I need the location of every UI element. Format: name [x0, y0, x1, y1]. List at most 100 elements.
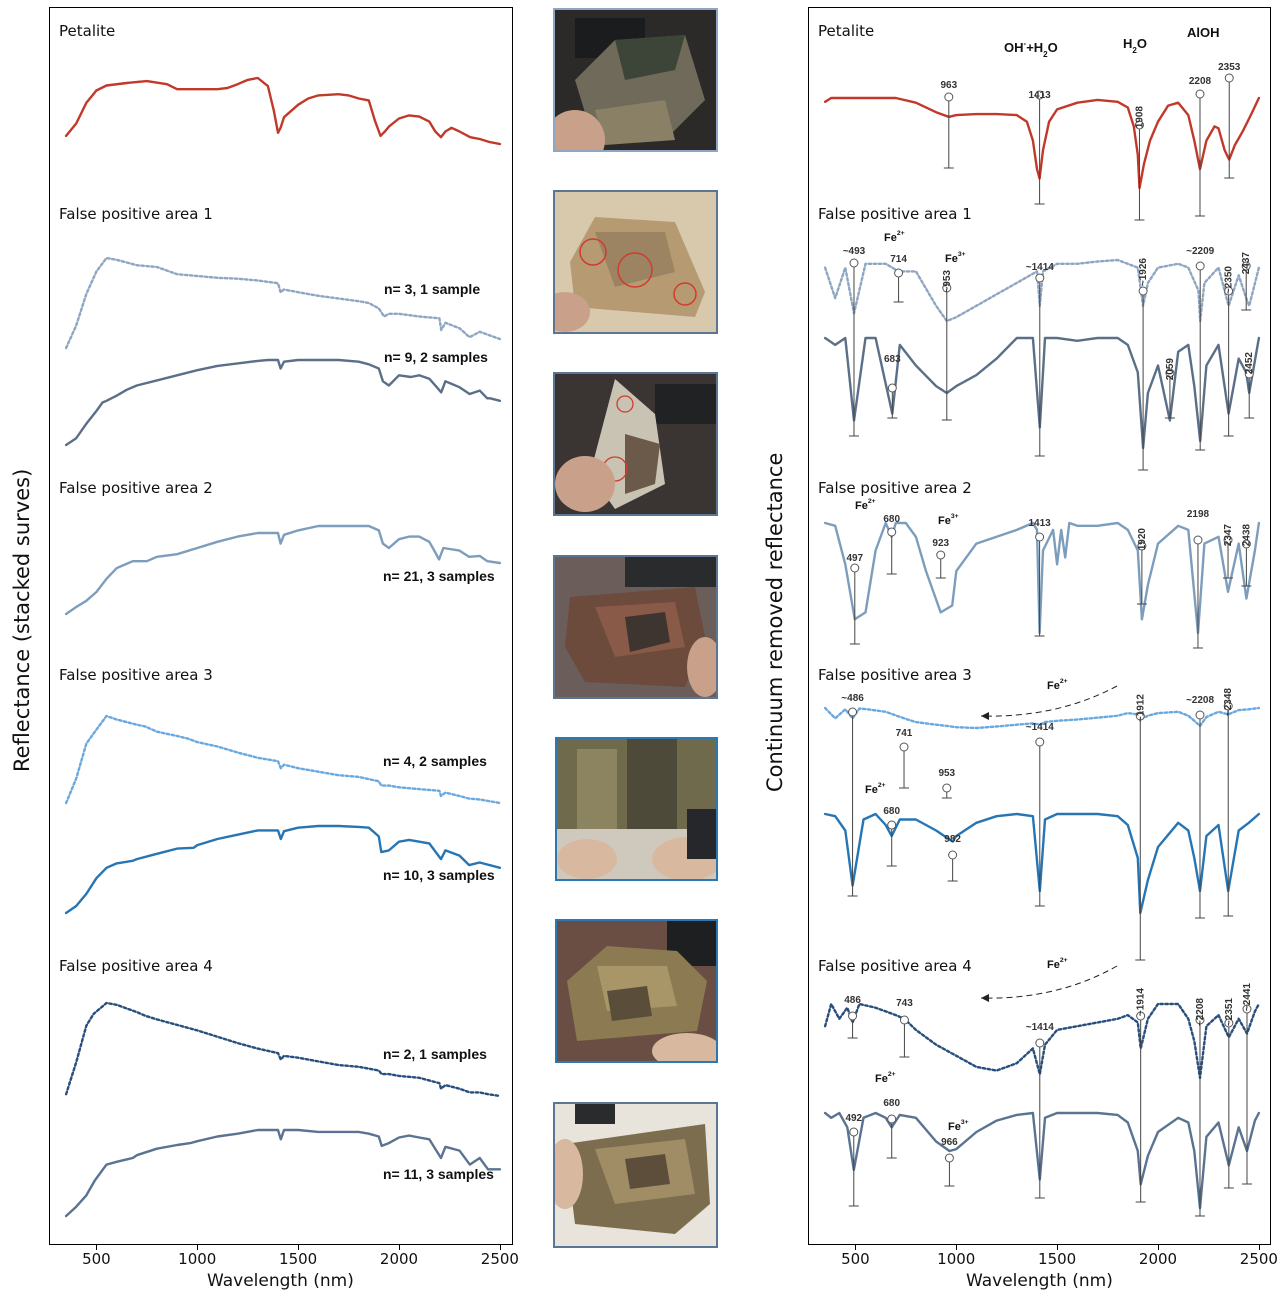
marker-circle [1195, 261, 1205, 271]
marker-label: 966 [941, 1137, 958, 1148]
fpa4-photo-a [555, 919, 718, 1063]
marker-label: ~2350 [1224, 266, 1235, 295]
marker-label: 497 [846, 553, 863, 564]
marker-circle [936, 550, 946, 560]
marker-label: ~2351 [1224, 998, 1235, 1027]
marker-false-positive-area-1-1414: ~1414 [1026, 262, 1054, 457]
left-series-false-positive-area-3-5 [64, 824, 502, 915]
ion-label-fe2-6: Fe2+ [1047, 957, 1068, 971]
right-title-fpa1: False positive area 1 [818, 205, 972, 223]
marker-circle [1135, 711, 1145, 721]
marker-petalite-1413: 1413 [1028, 90, 1051, 205]
marker-circle [942, 283, 952, 293]
marker-label: ~1414 [1026, 1022, 1055, 1033]
left-series-false-positive-area-3-4 [64, 714, 502, 805]
right-series-petalite-0 [823, 96, 1261, 190]
marker-circle [850, 563, 860, 573]
marker-circle [887, 1114, 897, 1124]
marker-circle [1035, 532, 1045, 542]
marker-false-positive-area-3-741: 741 [896, 728, 913, 789]
right-title-fpa3: False positive area 3 [818, 666, 972, 684]
left-series-false-positive-area-2-3 [64, 524, 502, 616]
fpa1-photo-b-image [555, 374, 716, 514]
marker-false-positive-area-2-2198: 2198 [1187, 509, 1210, 649]
left-series-false-positive-area-4-6 [64, 1001, 502, 1098]
marker-circle [887, 383, 897, 393]
fpa2-photo-image [555, 557, 716, 697]
marker-circle [1193, 535, 1203, 545]
sample-label-fpa3-solid: n= 10, 3 samples [383, 867, 495, 883]
marker-circle [1223, 701, 1233, 711]
fpa1-photo-b [553, 372, 718, 516]
marker-label: ~486 [841, 693, 864, 704]
ion-label-fe2-5: Fe2+ [865, 782, 886, 796]
marker-label: ~493 [843, 246, 866, 257]
marker-false-positive-area-2-680: 680 [883, 514, 900, 575]
right-title-fpa2: False positive area 2 [818, 479, 972, 497]
fpa1-photo-a [553, 190, 718, 334]
marker-petalite-963: 963 [940, 80, 958, 169]
marker-circle [848, 1011, 858, 1021]
marker-false-positive-area-4-1414: ~1414 [1026, 1022, 1055, 1199]
marker-false-positive-area-2-923: 923 [932, 538, 950, 579]
marker-label: 1920 [1137, 528, 1148, 551]
marker-false-positive-area-1-953: ~953 [941, 270, 953, 421]
x-tick-label: 2000 [379, 1250, 419, 1268]
left-title-fpa4: False positive area 4 [59, 957, 213, 975]
fpa3-photo-image [557, 739, 716, 879]
header-oh-h2o: OH-+H2O [1004, 39, 1058, 59]
left-series-false-positive-area-1-2 [64, 358, 502, 447]
petalite-photo-image [555, 10, 716, 150]
marker-label: 680 [883, 1098, 900, 1109]
marker-label: 2437 [1241, 252, 1252, 275]
fe-trend-arrow-1 [980, 965, 1118, 999]
x-tick-label: 2500 [1239, 1250, 1278, 1268]
marker-false-positive-area-4-1914: ~1914 [1135, 988, 1147, 1203]
fpa4-photo-b-image [555, 1104, 716, 1246]
marker-false-positive-area-2-497: 497 [846, 553, 864, 645]
marker-false-positive-area-1-2059: 2059 [1164, 358, 1176, 419]
marker-circle [1224, 286, 1234, 296]
left-reflectance-plot [64, 76, 502, 1218]
marker-label: 492 [845, 1113, 862, 1124]
marker-circle [894, 268, 904, 278]
sample-label-fpa1-solid: n= 9, 2 samples [384, 349, 488, 365]
right-title-petalite: Petalite [818, 22, 875, 40]
left-plot-frame: Petalite False positive area 1 False pos… [49, 7, 513, 1245]
x-tick-label: 2000 [1138, 1250, 1178, 1268]
header-h2o: H2O [1123, 36, 1147, 55]
ion-label-fe3-1: Fe3+ [945, 251, 966, 265]
marker-circle [1241, 261, 1251, 271]
marker-false-positive-area-3-2208: ~2208 [1186, 695, 1214, 919]
right-series-false-positive-area-4-7 [823, 1111, 1261, 1210]
ion-label-fe3-8: Fe3+ [948, 1119, 969, 1133]
marker-label: 1908 [1134, 106, 1145, 129]
marker-label: 2059 [1165, 358, 1176, 381]
marker-circle [1195, 89, 1205, 99]
left-y-axis-label: Reflectance (stacked surves) [10, 468, 34, 772]
x-tickmark [499, 1245, 501, 1250]
marker-label: 2438 [1241, 524, 1252, 547]
marker-circle [1223, 535, 1233, 545]
marker-circle [1035, 90, 1045, 100]
marker-false-positive-area-4-966: 966 [941, 1137, 958, 1187]
marker-false-positive-area-4-2351: ~2351 [1223, 998, 1235, 1189]
marker-false-positive-area-3-1912: ~1912 [1135, 694, 1146, 961]
marker-label: ~1912 [1135, 694, 1146, 723]
marker-false-positive-area-2-1413: 1413 [1028, 518, 1051, 637]
right-y-axis-label: Continuum removed reflectance [763, 452, 787, 792]
left-title-fpa3: False positive area 3 [59, 666, 213, 684]
x-tickmark [1258, 1245, 1260, 1250]
marker-circle [944, 92, 954, 102]
marker-label: 741 [896, 728, 913, 739]
marker-false-positive-area-4-2441: ~2441 [1241, 983, 1253, 1185]
marker-label: ~1914 [1136, 988, 1147, 1017]
left-series-false-positive-area-4-7 [64, 1128, 502, 1218]
ion-label-fe2-7: Fe2+ [875, 1071, 896, 1085]
x-tick-label: 1500 [1038, 1250, 1077, 1268]
marker-circle [1035, 737, 1045, 747]
left-title-petalite: Petalite [59, 22, 116, 40]
marker-circle [1241, 539, 1251, 549]
marker-circle [887, 527, 897, 537]
ion-label-fe2-2: Fe2+ [855, 498, 876, 512]
